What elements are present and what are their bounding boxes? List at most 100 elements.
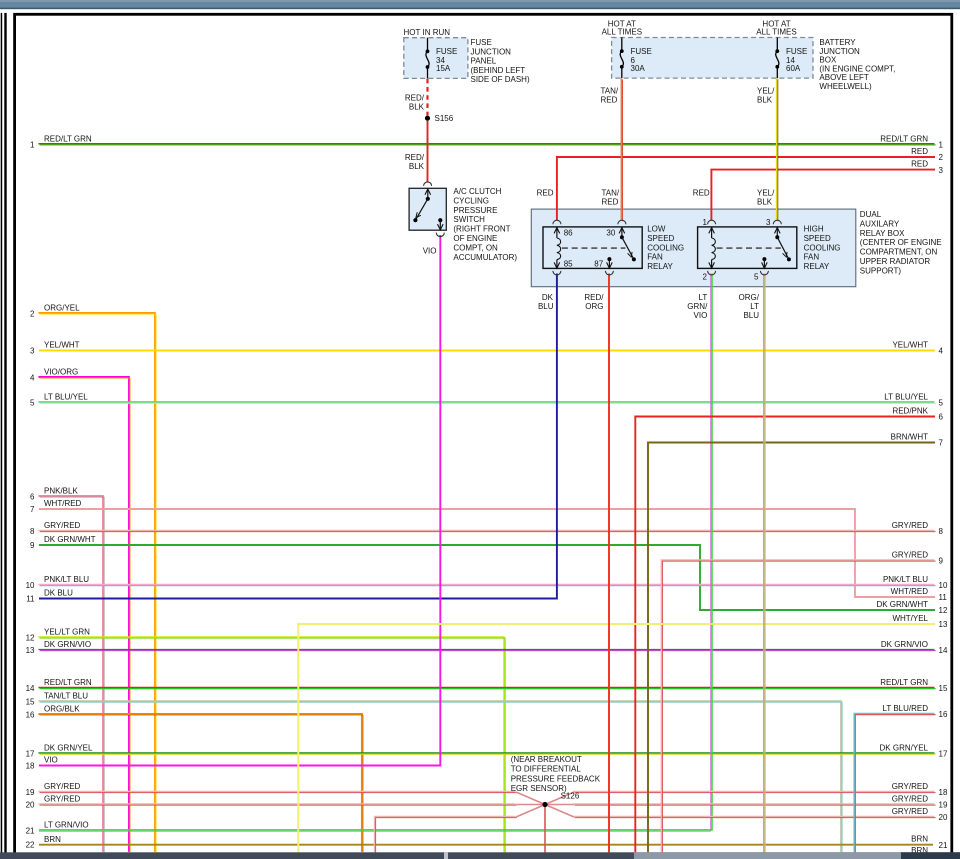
svg-text:DK BLU: DK BLU <box>44 589 73 598</box>
svg-text:RED: RED <box>602 198 619 207</box>
svg-text:VIO: VIO <box>423 247 437 256</box>
svg-text:ALL TIMES: ALL TIMES <box>602 27 642 36</box>
svg-text:RED/: RED/ <box>405 153 425 162</box>
svg-text:DK GRN/VIO: DK GRN/VIO <box>44 640 91 649</box>
svg-text:17: 17 <box>26 750 35 759</box>
svg-text:PRESSURE: PRESSURE <box>453 206 497 215</box>
svg-text:S156: S156 <box>435 114 454 123</box>
svg-text:GRY/RED: GRY/RED <box>892 807 929 816</box>
svg-text:FAN: FAN <box>804 253 820 262</box>
svg-text:GRY/RED: GRY/RED <box>44 782 81 791</box>
svg-text:DK GRN/YEL: DK GRN/YEL <box>44 744 93 753</box>
svg-text:86: 86 <box>564 229 573 238</box>
svg-text:ABOVE LEFT: ABOVE LEFT <box>819 73 868 82</box>
svg-text:VIO: VIO <box>694 311 708 320</box>
svg-text:VIO: VIO <box>44 756 58 765</box>
svg-text:1: 1 <box>939 141 944 150</box>
svg-text:PNK/BLK: PNK/BLK <box>44 487 78 496</box>
svg-text:SPEED: SPEED <box>647 234 674 243</box>
svg-text:FUSE: FUSE <box>471 38 492 47</box>
svg-text:RED/: RED/ <box>584 293 604 302</box>
svg-text:PRESSURE FEEDBACK: PRESSURE FEEDBACK <box>511 774 601 783</box>
svg-text:RED: RED <box>537 188 554 197</box>
svg-text:7: 7 <box>939 439 944 448</box>
svg-text:12: 12 <box>939 606 948 615</box>
svg-text:BOX: BOX <box>819 56 837 65</box>
svg-text:RED/LT GRN: RED/LT GRN <box>880 134 928 143</box>
svg-text:PNK/LT BLU: PNK/LT BLU <box>883 575 928 584</box>
svg-text:10: 10 <box>26 581 35 590</box>
svg-text:BLK: BLK <box>757 198 773 207</box>
svg-text:BRN: BRN <box>911 846 928 855</box>
svg-text:LT BLU/RED: LT BLU/RED <box>883 704 929 713</box>
svg-text:JUNCTION: JUNCTION <box>819 47 860 56</box>
svg-text:ACCUMULATOR): ACCUMULATOR) <box>453 253 517 262</box>
svg-text:RED/LT GRN: RED/LT GRN <box>44 678 92 687</box>
svg-text:8: 8 <box>30 527 35 536</box>
svg-text:COOLING: COOLING <box>647 243 684 252</box>
svg-text:60A: 60A <box>786 64 801 73</box>
svg-text:5: 5 <box>754 272 759 281</box>
svg-text:BLU: BLU <box>743 311 759 320</box>
svg-text:DK GRN/WHT: DK GRN/WHT <box>44 535 96 544</box>
svg-text:6: 6 <box>30 493 35 502</box>
svg-text:30A: 30A <box>631 64 646 73</box>
svg-text:6: 6 <box>939 413 944 422</box>
svg-text:TAN/LT BLU: TAN/LT BLU <box>44 692 88 701</box>
svg-text:YEL/WHT: YEL/WHT <box>892 341 928 350</box>
svg-text:LOW: LOW <box>647 225 666 234</box>
svg-text:2: 2 <box>939 153 944 162</box>
svg-text:2: 2 <box>703 272 708 281</box>
svg-text:BLU: BLU <box>538 302 554 311</box>
svg-text:30: 30 <box>606 229 615 238</box>
svg-text:WHT/YEL: WHT/YEL <box>892 614 928 623</box>
svg-text:ORG: ORG <box>585 302 603 311</box>
svg-text:85: 85 <box>564 260 573 269</box>
svg-text:RED/LT GRN: RED/LT GRN <box>880 678 928 687</box>
svg-text:TAN/: TAN/ <box>602 188 620 197</box>
svg-text:15A: 15A <box>436 64 451 73</box>
svg-text:GRN/: GRN/ <box>687 302 708 311</box>
svg-text:1: 1 <box>703 218 708 227</box>
svg-text:COMPT, ON: COMPT, ON <box>453 243 498 252</box>
svg-text:FUSE: FUSE <box>631 47 652 56</box>
svg-text:ORG/YEL: ORG/YEL <box>44 304 80 313</box>
svg-text:GRY/RED: GRY/RED <box>892 521 929 530</box>
svg-text:ORG/BLK: ORG/BLK <box>44 705 80 714</box>
svg-text:WHT/RED: WHT/RED <box>891 587 929 596</box>
svg-text:YEL/LT GRN: YEL/LT GRN <box>44 628 90 637</box>
svg-text:13: 13 <box>939 620 948 629</box>
svg-text:DUAL: DUAL <box>860 210 882 219</box>
svg-text:1: 1 <box>30 140 35 149</box>
svg-text:RED: RED <box>693 188 710 197</box>
svg-text:RED/LT GRN: RED/LT GRN <box>44 135 92 144</box>
svg-text:BATTERY: BATTERY <box>819 38 856 47</box>
svg-text:RED: RED <box>911 160 928 169</box>
svg-text:OF ENGINE: OF ENGINE <box>453 234 497 243</box>
svg-text:HOT AT: HOT AT <box>762 20 790 29</box>
svg-text:GRY/RED: GRY/RED <box>892 551 929 560</box>
svg-text:GRY/RED: GRY/RED <box>892 782 929 791</box>
svg-text:(NEAR BREAKOUT: (NEAR BREAKOUT <box>511 755 582 764</box>
svg-text:GRY/RED: GRY/RED <box>44 795 81 804</box>
svg-text:HOT IN RUN: HOT IN RUN <box>404 28 451 37</box>
svg-text:12: 12 <box>26 634 35 643</box>
svg-text:JUNCTION: JUNCTION <box>471 47 512 56</box>
svg-text:(RIGHT FRONT: (RIGHT FRONT <box>453 225 510 234</box>
svg-text:SWITCH: SWITCH <box>453 215 485 224</box>
svg-text:3: 3 <box>939 166 944 175</box>
svg-text:DK: DK <box>542 293 554 302</box>
svg-text:34: 34 <box>436 56 445 65</box>
svg-text:17: 17 <box>939 750 948 759</box>
svg-text:3: 3 <box>766 218 771 227</box>
svg-text:14: 14 <box>786 56 795 65</box>
svg-text:PANEL: PANEL <box>471 57 497 66</box>
svg-text:GRY/RED: GRY/RED <box>44 521 81 530</box>
svg-text:AUXILARY: AUXILARY <box>860 219 900 228</box>
svg-text:RELAY: RELAY <box>647 262 673 271</box>
svg-text:9: 9 <box>939 557 944 566</box>
svg-text:8: 8 <box>939 527 944 536</box>
svg-text:BRN: BRN <box>44 835 61 844</box>
svg-text:HOT AT: HOT AT <box>608 20 636 29</box>
svg-text:COMPARTMENT, ON: COMPARTMENT, ON <box>860 248 938 257</box>
